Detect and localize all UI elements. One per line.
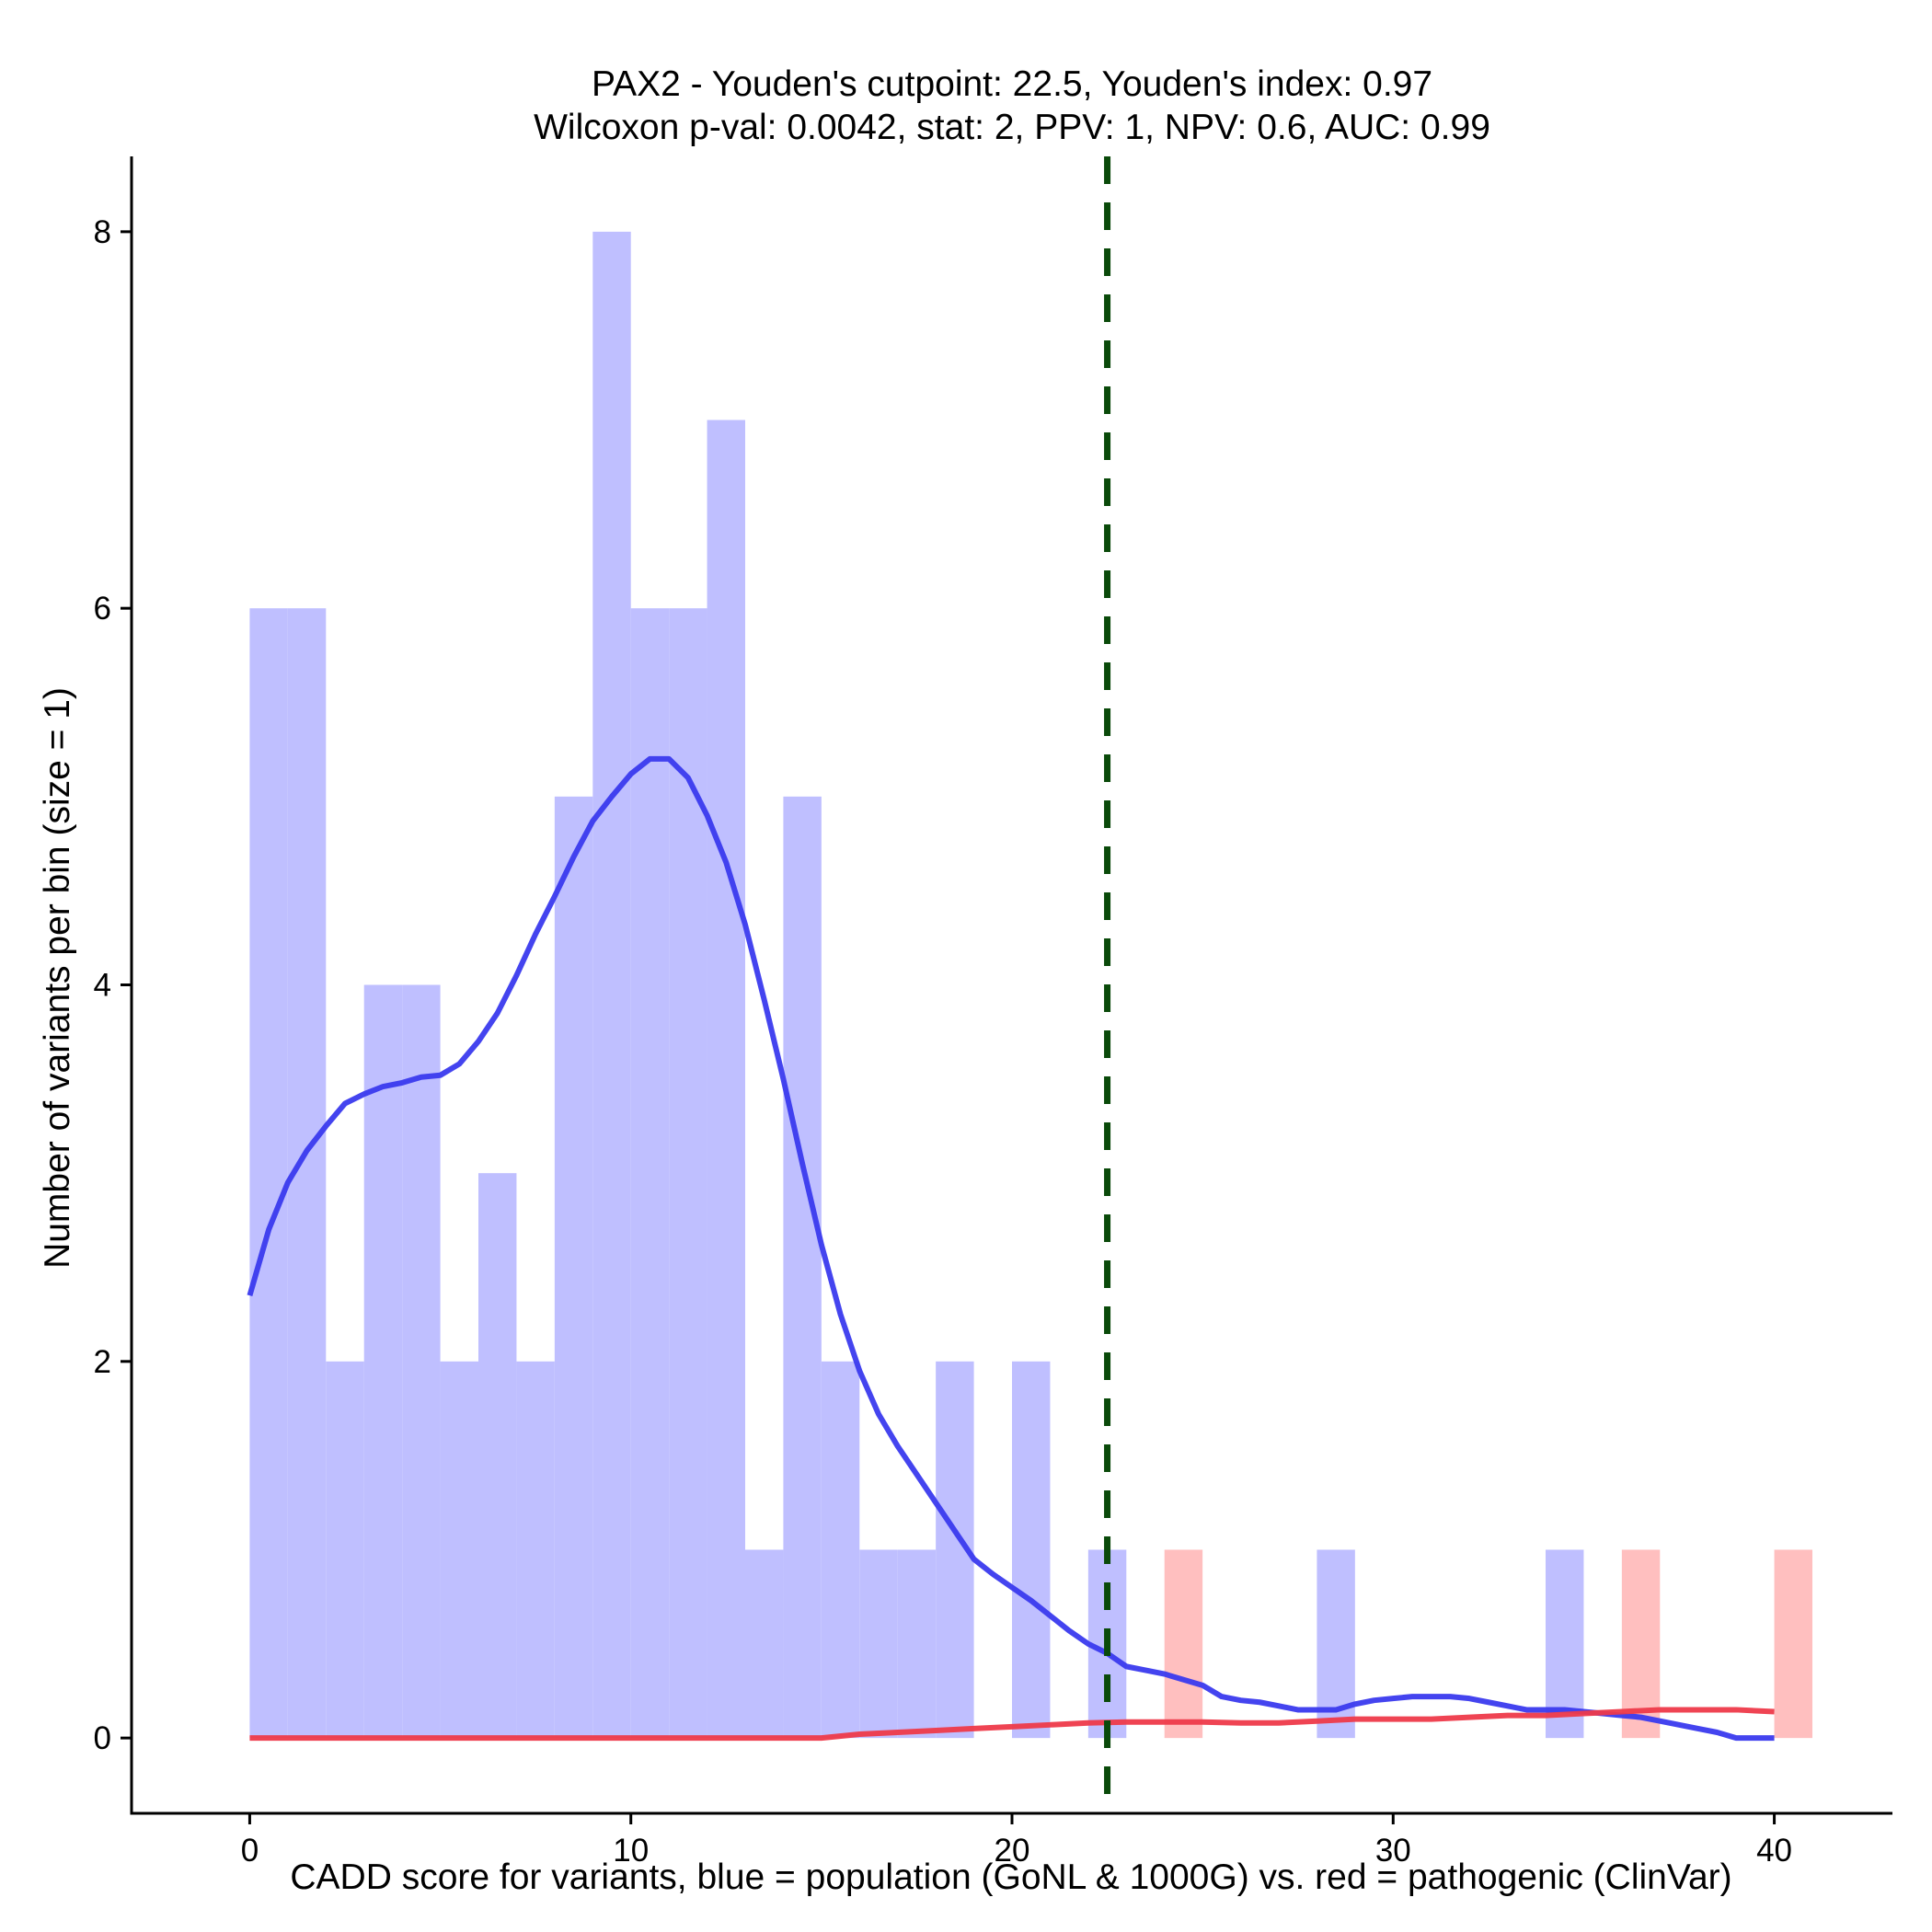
y-tick-label-2: 2	[94, 1344, 111, 1380]
population-bar-5	[440, 1361, 478, 1739]
population-bar-14	[783, 796, 822, 1739]
population-bar-2	[326, 1361, 364, 1739]
population-bar-7	[516, 1361, 555, 1739]
population-bar-16	[859, 1549, 898, 1739]
population-bar-8	[554, 796, 593, 1739]
x-tick-label-0: 0	[241, 1833, 259, 1869]
y-tick-label-4: 4	[94, 968, 111, 1004]
population-bar-3	[363, 984, 403, 1739]
chart-subtitle: Wilcoxon p-val: 0.0042, stat: 2, PPV: 1,…	[534, 108, 1490, 147]
population-density-line	[247, 755, 1775, 1742]
population-bar-6	[478, 1173, 517, 1739]
population-bar-34	[1546, 1549, 1584, 1739]
y-tick-label-6: 6	[94, 591, 111, 627]
pathogenic-bar-40	[1774, 1549, 1812, 1739]
chart-title: PAX2 - Youden's cutpoint: 22.5, Youden's…	[592, 64, 1432, 104]
x-tick-label-30: 30	[1375, 1833, 1411, 1869]
y-axis-label: Number of variants per bin (size = 1)	[38, 687, 77, 1269]
y-tick-label-0: 0	[94, 1720, 111, 1756]
population-bar-0	[249, 608, 288, 1739]
x-tick-label-20: 20	[995, 1833, 1030, 1869]
y-tick-label-8: 8	[94, 214, 111, 250]
x-tick-label-40: 40	[1756, 1833, 1792, 1869]
x-tick-label-10: 10	[613, 1833, 649, 1869]
population-bar-17	[897, 1549, 937, 1739]
pathogenic-bar-36	[1621, 1549, 1661, 1739]
population-bar-15	[821, 1361, 860, 1739]
pathogenic-bar-24	[1164, 1549, 1203, 1739]
population-bar-12	[707, 420, 745, 1739]
population-bar-10	[630, 608, 670, 1739]
population-bar-20	[1012, 1361, 1051, 1739]
plot-area: 0 10 20 30 40 0 2 4 6 8	[94, 156, 1892, 1869]
population-bar-9	[592, 231, 631, 1739]
population-bar-13	[745, 1549, 784, 1739]
population-bar-4	[402, 984, 441, 1739]
pathogenic-density-line	[249, 1707, 1775, 1742]
x-axis-label: CADD score for variants, blue = populati…	[290, 1857, 1731, 1897]
population-bar-11	[669, 608, 707, 1739]
